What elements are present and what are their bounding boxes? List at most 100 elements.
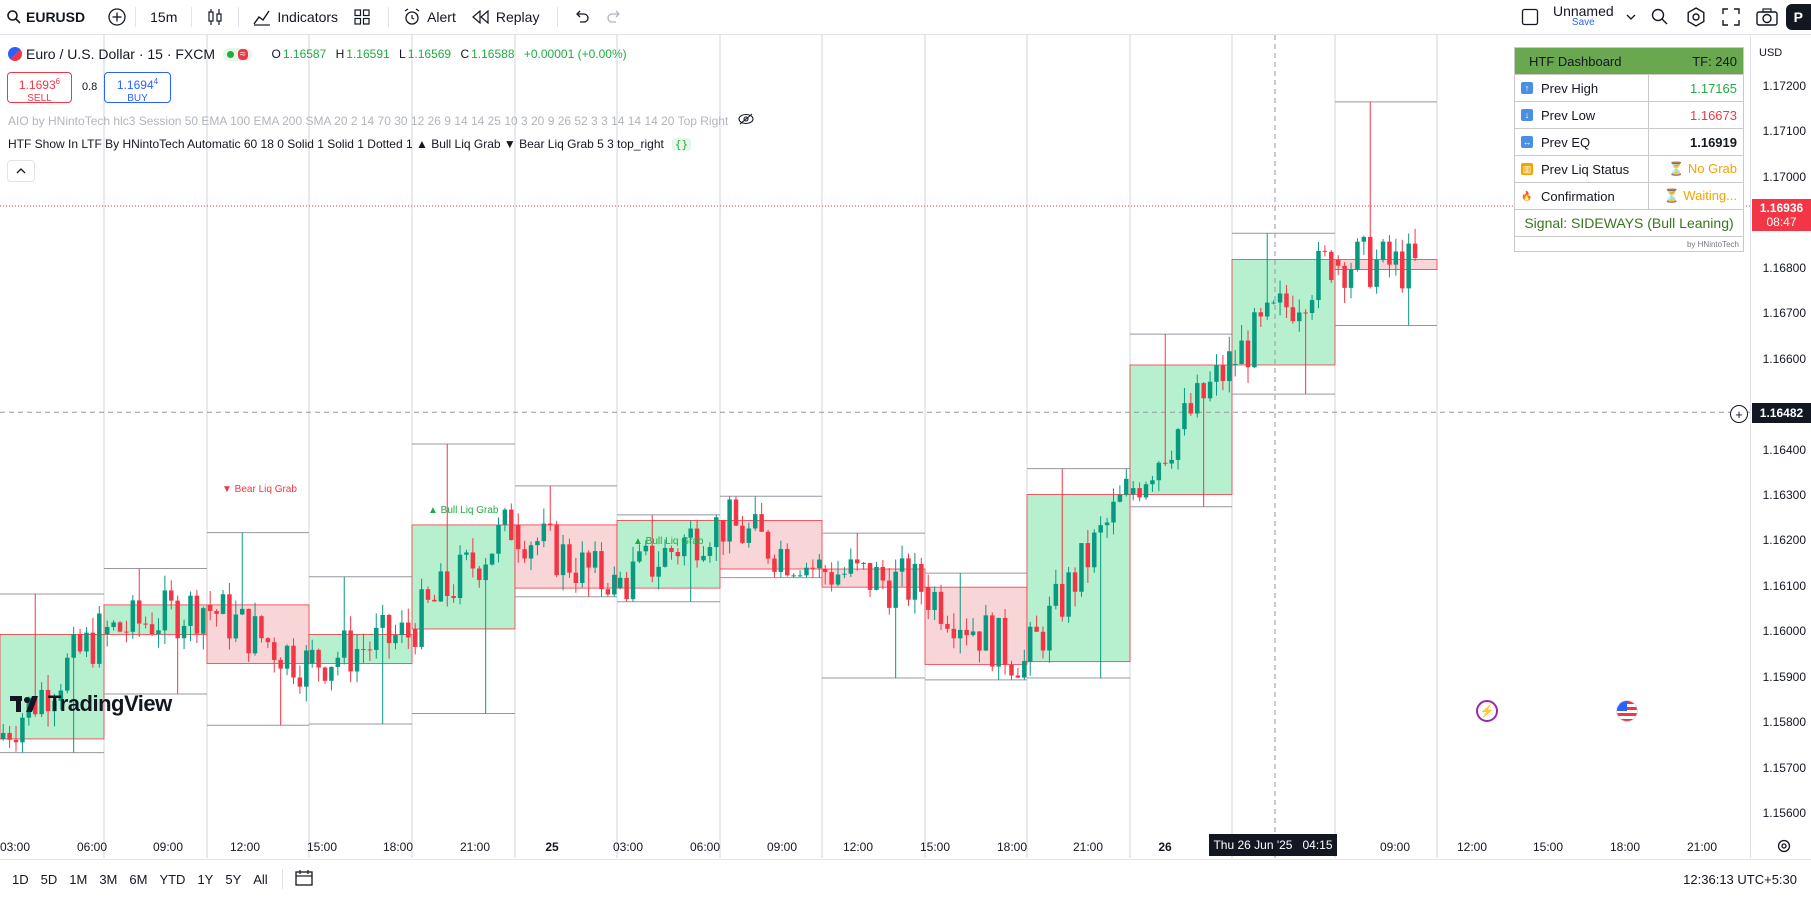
date-range-icon[interactable] [295,869,315,890]
candle-body [399,622,405,636]
layout-name-button[interactable]: Unnamed Save [1547,0,1620,34]
range-button-5y[interactable]: 5Y [225,871,242,887]
time-tick-label: 15:00 [919,840,951,854]
candle-body [951,628,957,639]
range-button-6m[interactable]: 6M [129,871,148,887]
candle-body [194,595,200,634]
candle-body [630,561,636,600]
top-toolbar: EURUSD 15m Indicators Alert [0,0,1811,35]
axis-settings-button[interactable] [1776,838,1792,857]
range-button-1d[interactable]: 1D [12,871,29,887]
clock-label[interactable]: 12:36:13 UTC+5:30 [1683,871,1797,887]
templates-button[interactable] [344,0,380,34]
candles-icon [206,8,224,26]
lightning-icon[interactable]: ⚡ [1476,700,1498,722]
redo-button[interactable] [598,0,630,34]
candle-body [919,563,924,592]
snapshot-button[interactable] [1748,0,1786,34]
settings-button[interactable] [1678,0,1714,34]
change-value: +0.00001 (+0.00%) [523,47,627,61]
candle-body [1040,631,1046,651]
price-axis[interactable]: USD 1.17200 1.17100 1.17000 1.16800 1.16700 1… [1750,35,1811,858]
market-status-dot[interactable]: ≈ [223,47,252,61]
time-tick-label: 15:00 [1532,840,1564,854]
chart-type-button[interactable] [200,0,230,34]
indicators-button[interactable]: Indicators [247,0,344,34]
candle-body [1361,236,1367,242]
sell-price: 1.1693 [18,78,56,92]
indicator-htf-line[interactable]: HTF Show In LTF By HNintoTech Automatic … [8,137,692,151]
alarm-clock-icon [403,8,421,26]
range-button-5d[interactable]: 5D [40,871,58,887]
time-tick-label: 09:00 [766,840,798,854]
quick-search-button[interactable] [1642,0,1678,34]
publish-label: P [1793,9,1803,25]
dashboard-row-value: ⏳ Waiting... [1663,188,1738,203]
buy-button[interactable]: 1.16944 BUY [104,72,171,104]
symbol-label: EURUSD [26,9,86,25]
candle-body [740,525,745,543]
legend-title[interactable]: Euro / U.S. Dollar · 15 · FXCM [26,46,216,62]
divider [135,7,137,27]
candle-body [727,499,732,542]
candle-body [477,568,482,581]
candle-body [432,599,437,602]
compare-symbol-button[interactable] [107,0,127,34]
candle-body [329,666,334,681]
candle-body [1412,243,1418,259]
price-tick-label: 1.17000 [1762,169,1806,184]
low-value: 1.16569 [407,47,452,61]
candle-body [412,628,418,647]
range-button-1y[interactable]: 1Y [197,871,214,887]
crosshair-add-icon[interactable]: + [1730,405,1748,423]
current-price-label[interactable]: 1.16936 08:47 [1752,199,1811,231]
sell-button[interactable]: 1.16936 SELL [7,72,72,104]
range-button-1m[interactable]: 1M [69,871,88,887]
divider [191,7,193,27]
candle-body [932,591,937,610]
htf-candle-box [821,568,926,588]
undo-button[interactable] [566,0,598,34]
candle-body [580,552,585,583]
alert-button[interactable]: Alert [397,0,462,34]
fullscreen-button[interactable] [1714,0,1748,34]
candle-body [996,617,1001,667]
indicators-icon [253,8,271,26]
layout-menu-button[interactable] [1620,0,1642,34]
search-icon [6,9,22,25]
candle-body [149,624,155,635]
collapse-legend-button[interactable] [7,160,35,182]
range-button-all[interactable]: All [253,871,268,887]
bottom-toolbar: 1D 5D 1M 3M 6M YTD 1Y 5Y All 12:36:13 UTC+5:30 [0,859,1811,898]
tradingview-logo[interactable]: TradingView [10,691,172,717]
candle-body [361,649,366,651]
range-button-ytd[interactable]: YTD [159,871,186,887]
candle-body [746,528,752,543]
price-tick-label: 1.15800 [1762,715,1806,730]
interval-label: 15m [150,9,178,25]
us-flag-icon[interactable] [1616,700,1638,722]
layout-toggle-button[interactable] [1513,0,1547,34]
publish-button[interactable]: P [1785,4,1811,30]
price-chart[interactable] [0,35,1750,858]
interval-button[interactable]: 15m [144,0,183,34]
eye-off-icon[interactable] [738,113,754,128]
symbol-search-button[interactable]: EURUSD [0,0,85,34]
range-button-3m[interactable]: 3M [99,871,118,887]
candle-body [1182,403,1187,430]
left-right-arrow-icon: ↔ [1521,136,1533,148]
candle-body [1022,660,1027,678]
candle-body [13,739,19,743]
indicator-aio-line[interactable]: AIO by HNintoTech hlc3 Session 50 EMA 10… [8,113,754,128]
candle-body [252,616,258,654]
time-axis[interactable]: 03:00 06:00 09:00 12:00 15:00 18:00 21:00 25 03:… [0,834,1750,858]
htf-dashboard: HTF Dashboard TF: 240 ↑ Prev High 1.17165 ↓… [1514,47,1744,252]
candle-body [1303,312,1308,314]
chart-pane[interactable]: ▼ Bear Liq Grab ▲ Bull Liq Grab ▲ Bull L… [0,35,1750,858]
currency-selector[interactable]: USD [1759,47,1783,59]
replay-button[interactable]: Replay [462,0,550,34]
source-code-badge[interactable]: {} [671,137,692,151]
candle-body [1207,381,1213,399]
dashboard-row-value: 1.16919 [1690,134,1737,150]
candle-body [1117,494,1123,502]
